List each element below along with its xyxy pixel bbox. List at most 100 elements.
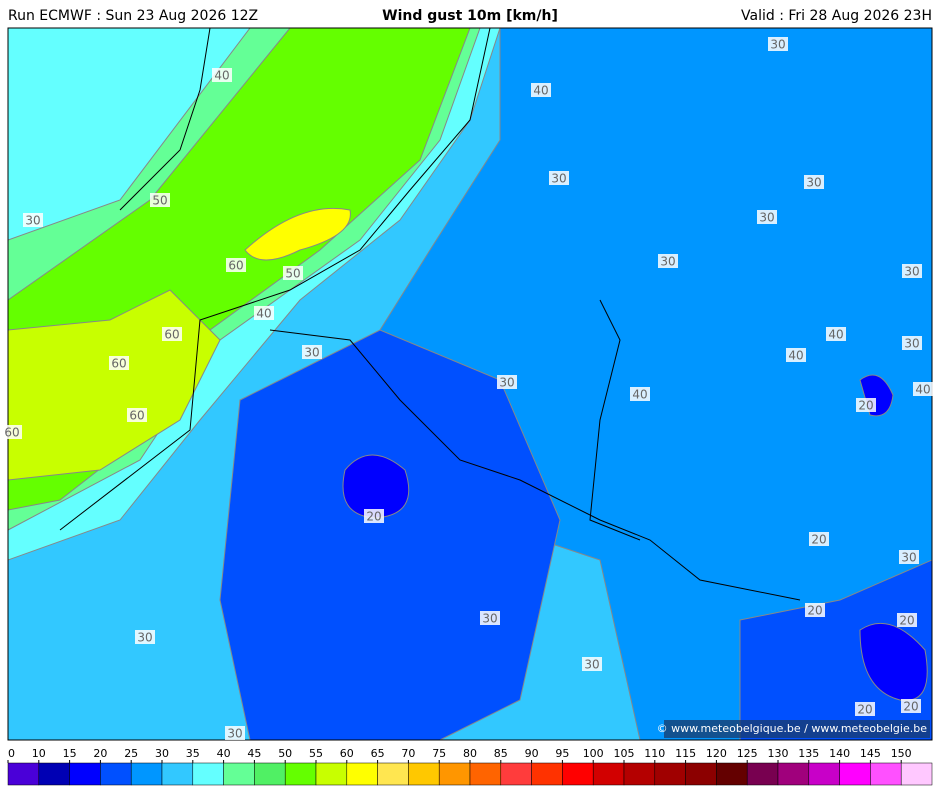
contour-label-bg [497, 375, 517, 389]
legend-tick-label: 150 [891, 747, 912, 760]
contour-label-bg [855, 702, 875, 716]
contour-label: 40 [915, 383, 930, 397]
contour-label: 30 [482, 612, 497, 626]
legend-tick-label: 75 [432, 747, 446, 760]
legend-swatch [623, 762, 656, 786]
contour-label: 60 [228, 259, 243, 273]
contour-label-bg [897, 613, 917, 627]
coastline [59, 28, 491, 531]
legend-swatch [592, 762, 625, 786]
copyright-bg [664, 720, 930, 738]
contour-label-bg [150, 193, 170, 207]
legend-swatch [69, 762, 101, 786]
legend-swatch [685, 762, 717, 786]
contour-label: 30 [584, 658, 599, 672]
contour-label: 20 [366, 510, 381, 524]
contour-label-bg [582, 657, 602, 671]
contour-label: 60 [129, 409, 144, 423]
contour-label-bg [225, 726, 245, 740]
contour-label: 60 [111, 357, 126, 371]
legend-swatch [254, 762, 286, 786]
legend-tick-label: 35 [186, 747, 200, 760]
contour-label: 40 [828, 328, 843, 342]
contour-label: 60 [4, 426, 19, 440]
legend-tick-label: 20 [93, 747, 107, 760]
legend-tick-label: 135 [798, 747, 819, 760]
contour-label: 20 [903, 700, 918, 714]
contour-label: 20 [858, 399, 873, 413]
legend-tick-label: 40 [217, 747, 231, 760]
legend-swatch [562, 762, 594, 786]
contour-label-bg [804, 175, 824, 189]
legend-tick-label: 45 [247, 747, 261, 760]
legend-swatch [746, 762, 779, 786]
contour-label-bg [809, 532, 829, 546]
contour-label-bg [902, 264, 922, 278]
contour-label-bg [768, 37, 788, 51]
legend-swatch [408, 762, 440, 786]
field-25 [219, 329, 561, 740]
contour-label: 20 [811, 533, 826, 547]
legend-tick-label: 110 [644, 747, 665, 760]
border [589, 299, 641, 541]
legend-swatch [130, 762, 163, 786]
legend-swatch [469, 762, 502, 786]
contour-label-bg [254, 306, 274, 320]
field-20 [342, 454, 410, 519]
legend-swatch [7, 762, 40, 786]
legend-tick-label: 60 [340, 747, 354, 760]
legend-tick-label: 30 [155, 747, 169, 760]
contour-label-bg [899, 550, 919, 564]
contour-label: 50 [285, 267, 300, 281]
run-label: Run ECMWF : Sun 23 Aug 2026 12Z [8, 8, 258, 24]
contour-label: 30 [499, 376, 514, 390]
contour-label: 60 [164, 328, 179, 342]
contour-label-bg [805, 603, 825, 617]
contour-label-bg [480, 611, 500, 625]
legend-tick-label: 115 [675, 747, 696, 760]
legend-swatch [716, 762, 748, 786]
legend-tick-label: 125 [737, 747, 758, 760]
legend-swatch [315, 762, 348, 786]
legend-tick-label: 120 [706, 747, 727, 760]
contour-label-bg [856, 398, 876, 412]
legend-swatch [161, 762, 194, 786]
contour-label-bg [901, 699, 921, 713]
legend-swatch [654, 762, 686, 786]
contour-label-bg [127, 408, 147, 422]
contour-label: 40 [632, 388, 647, 402]
legend-tick-label: 0 [8, 747, 15, 760]
contour-label-bg [549, 171, 569, 185]
legend-swatch [839, 762, 871, 786]
legend-swatch [500, 762, 532, 786]
legend-swatch [192, 762, 224, 786]
field-20b [859, 622, 928, 701]
contour-label-bg [226, 258, 246, 272]
contour-label: 30 [904, 337, 919, 351]
legend-swatch [223, 762, 255, 786]
contour-label-bg [630, 387, 650, 401]
legend-tick-label: 140 [829, 747, 850, 760]
contour-label-bg [826, 327, 846, 341]
border [269, 329, 801, 601]
legend-tick-label: 15 [63, 747, 77, 760]
legend-swatch [777, 762, 810, 786]
contour-label-bg [2, 425, 22, 439]
contour-label: 30 [770, 38, 785, 52]
legend-swatch [438, 762, 471, 786]
copyright: © www.meteobelgique.be / www.meteobelgie… [657, 722, 928, 735]
legend-swatch [531, 762, 563, 786]
contour-label: 30 [660, 255, 675, 269]
legend-swatch [870, 762, 902, 786]
contour-label: 30 [25, 214, 40, 228]
legend-tick-label: 70 [401, 747, 415, 760]
legend-swatch [808, 762, 840, 786]
contour-label: 20 [807, 604, 822, 618]
contour-label-bg [302, 345, 322, 359]
legend-tick-label: 105 [614, 747, 635, 760]
contour-label: 40 [788, 349, 803, 363]
contour-label-bg [283, 266, 303, 280]
legend-swatch [100, 762, 132, 786]
